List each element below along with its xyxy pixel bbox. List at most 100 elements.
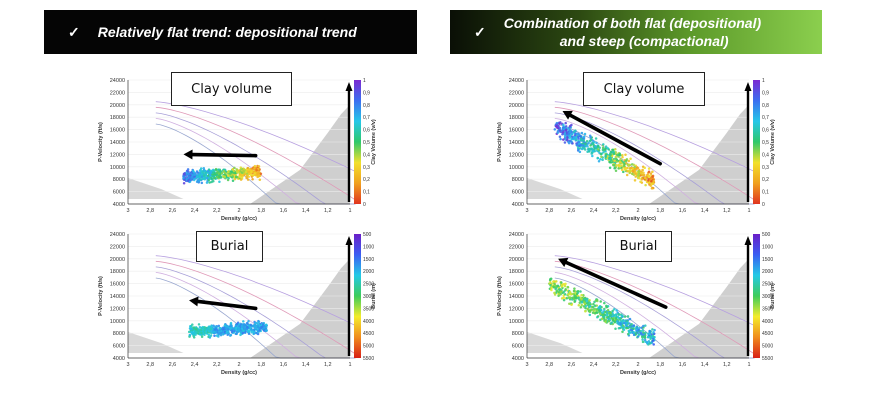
x-tick-label: 3 <box>126 208 129 214</box>
data-point <box>651 339 655 342</box>
model-curve <box>554 106 755 201</box>
data-point <box>583 132 587 136</box>
data-point <box>611 309 614 313</box>
data-point <box>564 129 568 132</box>
y-tick-label: 6000 <box>512 190 524 196</box>
data-point <box>599 300 602 303</box>
data-point <box>257 320 261 323</box>
data-point <box>586 307 589 311</box>
data-point <box>652 331 655 334</box>
data-point <box>579 305 583 309</box>
colorbar-tick-label: 1500 <box>363 257 374 263</box>
data-point <box>182 181 186 185</box>
data-point <box>218 180 221 184</box>
data-point <box>193 177 197 180</box>
data-point <box>562 298 566 302</box>
data-point <box>217 330 221 333</box>
y-axis-label: P-Velocity (ft/s) <box>497 276 503 316</box>
data-point <box>652 343 655 346</box>
colorbar-tick-label: 0,8 <box>762 103 769 109</box>
data-point <box>561 133 564 136</box>
model-curve <box>554 260 755 355</box>
data-point <box>229 327 232 331</box>
data-point <box>564 121 567 125</box>
shaded-region <box>128 177 184 200</box>
data-point <box>584 306 587 310</box>
data-point <box>613 167 616 170</box>
data-point <box>593 304 597 308</box>
colorbar-tick-label: 0 <box>363 202 366 208</box>
y-tick-label: 4000 <box>512 202 524 208</box>
y-tick-label: 20000 <box>110 103 125 109</box>
data-point <box>572 137 576 141</box>
data-point <box>619 158 622 161</box>
colorbar-tick-label: 0,2 <box>363 177 370 183</box>
checkmark-icon: ✓ <box>68 23 80 40</box>
data-point <box>614 169 618 173</box>
data-point <box>642 171 645 174</box>
model-curve <box>155 255 356 326</box>
y-tick-label: 16000 <box>509 128 524 134</box>
left-banner: ✓ Relatively flat trend: depositional tr… <box>44 10 417 54</box>
data-point <box>580 131 584 135</box>
data-point <box>589 147 593 150</box>
colorbar-tick-label: 0,9 <box>762 90 769 96</box>
data-point <box>550 288 553 292</box>
colorbar-tick-label: 5500 <box>363 356 374 362</box>
data-point <box>577 303 581 307</box>
colorbar-tick-label: 2500 <box>762 282 773 288</box>
data-point <box>556 129 560 133</box>
data-point <box>569 134 572 138</box>
data-point <box>632 324 636 327</box>
crossplot-clay-combined: 4000 6000 8000 10000 12000 14000 16000 18000 200… <box>487 72 777 222</box>
data-point <box>563 292 567 296</box>
data-point <box>555 289 558 293</box>
data-point <box>565 296 569 300</box>
data-point <box>563 284 567 288</box>
data-point <box>614 327 617 330</box>
x-tick-label: 2,6 <box>568 362 576 368</box>
data-point <box>237 328 241 332</box>
data-point <box>237 326 241 329</box>
data-point <box>554 285 557 288</box>
data-point <box>242 320 245 323</box>
data-point <box>194 327 198 331</box>
data-point <box>207 333 211 337</box>
data-point <box>218 175 221 179</box>
data-point <box>649 177 652 181</box>
data-point <box>651 328 654 331</box>
data-point <box>652 179 655 183</box>
colorbar-tick-label: 5000 <box>363 344 374 350</box>
data-point <box>203 325 206 329</box>
data-point <box>630 328 634 332</box>
data-point <box>630 323 633 326</box>
label-box: Burial <box>605 231 672 262</box>
data-point <box>232 328 235 331</box>
data-point <box>214 331 217 334</box>
x-tick-label: 1 <box>348 362 351 368</box>
y-tick-label: 24000 <box>509 232 524 238</box>
data-point <box>219 333 223 337</box>
colorbar-tick-label: 2500 <box>363 282 374 288</box>
data-point <box>245 327 248 331</box>
data-point <box>559 290 562 293</box>
data-point <box>630 324 634 328</box>
colorbar-tick-label: 0,1 <box>363 190 370 196</box>
data-point <box>187 172 190 176</box>
data-point <box>562 290 566 293</box>
data-point <box>559 137 562 141</box>
data-point <box>238 171 241 174</box>
data-point <box>231 175 234 178</box>
data-point <box>192 327 196 330</box>
data-point <box>194 326 198 329</box>
data-point <box>211 171 215 174</box>
data-point <box>200 326 203 330</box>
data-point <box>263 326 267 329</box>
data-point <box>208 177 212 181</box>
y-tick-label: 12000 <box>509 306 524 312</box>
colorbar-label: Clay Volume (v/v) <box>371 119 377 165</box>
data-point <box>213 334 216 337</box>
data-point <box>585 139 589 143</box>
data-point <box>574 136 578 139</box>
data-point <box>582 301 586 304</box>
